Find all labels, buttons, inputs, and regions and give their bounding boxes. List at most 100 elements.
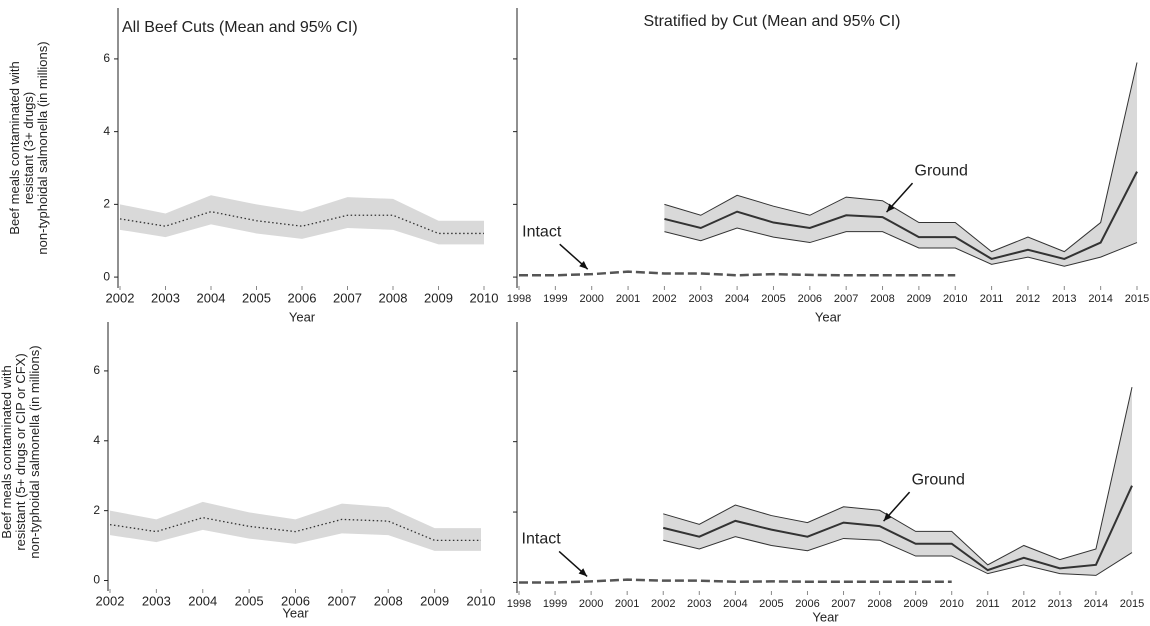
x-tick-label: 2008: [867, 598, 891, 610]
x-tick-label: 2014: [1084, 598, 1108, 610]
x-tick-label: 2004: [188, 593, 217, 608]
x-tick-label: 2008: [870, 293, 894, 305]
y-axis-label-line: Beef meals contaminated with: [0, 365, 14, 538]
y-axis-label-line: non-typhoidal salmonella (in millions): [27, 345, 42, 558]
arrow-head: [579, 261, 588, 270]
x-tick-label: 2002: [652, 293, 676, 305]
y-axis-label-line: non-typhoidal salmonella (in millions): [35, 41, 50, 254]
x-tick-label: 2009: [907, 293, 931, 305]
x-tick-label: 2007: [831, 598, 855, 610]
y-tick-label: 0: [103, 269, 110, 283]
x-tick-label: 2006: [798, 293, 822, 305]
x-tick-label: 2003: [687, 598, 711, 610]
x-tick-label: 2013: [1052, 293, 1076, 305]
ci-band: [120, 195, 484, 245]
x-tick-label: 2001: [616, 293, 640, 305]
series-annotation: Intact: [522, 531, 562, 548]
panel: 1998 1999 2000 2001 2002 2003 2004 2005 2006 2007…: [507, 8, 1149, 324]
x-axis-label: Year: [282, 605, 309, 620]
ci-bound: [664, 62, 1138, 253]
x-axis-label: Year: [289, 309, 316, 324]
y-tick-label: 2: [103, 197, 110, 211]
x-tick-label: 2002: [96, 593, 125, 608]
x-tick-label: 2009: [903, 598, 927, 610]
series-annotation: Intact: [522, 223, 562, 240]
y-axis-label-line: resistant (3+ drugs): [21, 92, 36, 204]
panel: 0 2 4 6 2002 2003 2004 2005 2006 2007 2008 2009 2010…: [7, 8, 498, 324]
y-axis-label-line: resistant (5+ drugs or CIP or CFX): [13, 353, 28, 550]
x-tick-label: 2013: [1048, 598, 1072, 610]
x-tick-label: 2010: [943, 293, 967, 305]
y-axis-label: Beef meals contaminated withresistant (3…: [7, 41, 50, 254]
x-tick-label: 2004: [725, 293, 749, 305]
x-tick-label: 2000: [579, 293, 603, 305]
ci-band: [110, 501, 481, 551]
x-tick-label: 2012: [1012, 598, 1036, 610]
series-annotation: Ground: [912, 471, 965, 488]
x-tick-label: 2003: [689, 293, 713, 305]
arrow-head: [883, 512, 892, 522]
x-tick-label: 2006: [288, 290, 317, 305]
x-axis-label: Year: [815, 309, 842, 324]
x-tick-label: 2005: [761, 293, 785, 305]
y-tick-label: 6: [103, 51, 110, 65]
mean-line: [519, 578, 952, 584]
x-tick-label: 2010: [939, 598, 963, 610]
x-tick-label: 2010: [467, 593, 496, 608]
x-tick-label: 2010: [470, 290, 499, 305]
x-tick-label: 2009: [424, 290, 453, 305]
y-tick-label: 6: [93, 363, 100, 377]
x-tick-label: 2008: [374, 593, 403, 608]
x-tick-label: 1999: [543, 598, 567, 610]
ci-bound: [663, 536, 1133, 576]
x-tick-label: 2005: [235, 593, 264, 608]
x-tick-label: 1998: [507, 598, 531, 610]
arrow-head: [886, 203, 895, 213]
x-tick-label: 2008: [379, 290, 408, 305]
x-tick-label: 1998: [507, 293, 531, 305]
x-tick-label: 2007: [333, 290, 362, 305]
x-tick-label: 2015: [1120, 598, 1144, 610]
panel: 1998 1999 2000 2001 2002 2003 2004 2005 2006 2007…: [507, 322, 1144, 624]
mean-line: [519, 270, 956, 277]
x-tick-label: 2014: [1088, 293, 1112, 305]
y-tick-label: 4: [103, 124, 110, 138]
x-tick-label: 2005: [759, 598, 783, 610]
x-tick-label: 2004: [197, 290, 226, 305]
x-tick-label: 2003: [151, 290, 180, 305]
y-tick-label: 2: [93, 503, 100, 517]
mean-line: [109, 516, 481, 541]
series-annotation: Ground: [915, 162, 968, 179]
x-tick-label: 2011: [976, 598, 1000, 610]
x-tick-label: 2009: [420, 593, 449, 608]
y-tick-label: 4: [93, 433, 100, 447]
x-tick-label: 1999: [543, 293, 567, 305]
x-tick-label: 2002: [651, 598, 675, 610]
y-axis-label: Beef meals contaminated withresistant (5…: [0, 345, 42, 558]
x-tick-label: 2006: [795, 598, 819, 610]
x-tick-label: 2001: [615, 598, 639, 610]
x-tick-label: 2002: [106, 290, 135, 305]
x-tick-label: 2012: [1016, 293, 1040, 305]
mean-line: [662, 485, 1133, 572]
x-axis-label: Year: [812, 609, 839, 624]
x-tick-label: 2000: [579, 598, 603, 610]
x-tick-label: 2006: [281, 593, 310, 608]
y-tick-label: 0: [93, 573, 100, 587]
panel: 0 2 4 6 2002 2003 2004 2005 2006 2007 2008 2009 2010…: [0, 322, 495, 620]
x-tick-label: 2007: [834, 293, 858, 305]
x-tick-label: 2003: [142, 593, 171, 608]
ci-bound: [663, 387, 1133, 566]
x-tick-label: 2007: [327, 593, 356, 608]
ci-band: [664, 62, 1137, 267]
x-tick-label: 2004: [723, 598, 747, 610]
arrow-head: [578, 568, 588, 577]
ci-band: [663, 387, 1132, 576]
x-tick-label: 2015: [1125, 293, 1149, 305]
x-tick-label: 2011: [980, 293, 1004, 305]
chart-title: All Beef Cuts (Mean and 95% CI): [122, 19, 358, 36]
chart-title: Stratified by Cut (Mean and 95% CI): [643, 13, 900, 30]
y-axis-label-line: Beef meals contaminated with: [7, 61, 22, 234]
x-tick-label: 2005: [242, 290, 271, 305]
